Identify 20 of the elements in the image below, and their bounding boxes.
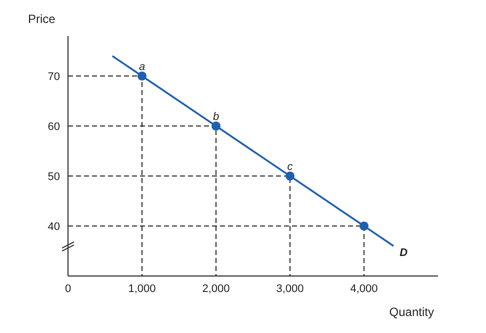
x-tick-label: 2,000	[202, 282, 230, 295]
x-axis-title: Quantity	[389, 305, 434, 319]
x-tick-label: 1,000	[128, 282, 156, 295]
y-tick-label: 50	[48, 170, 60, 183]
point	[285, 171, 295, 181]
annotation: a	[138, 61, 146, 73]
point	[359, 221, 369, 231]
y-axis-title: Price	[28, 12, 56, 26]
x-tick-label: 0	[64, 282, 72, 295]
line-series	[112, 55, 394, 247]
x-tick-label: 3,000	[276, 282, 304, 295]
annotation: b	[212, 111, 220, 123]
annotation: c	[287, 161, 294, 173]
x-tick-label: 4,000	[350, 282, 378, 295]
point	[137, 71, 147, 81]
y-tick-label: 40	[48, 220, 60, 233]
y-tick-label: 70	[48, 70, 60, 83]
point	[211, 121, 221, 131]
y-tick-label: 60	[48, 120, 60, 133]
series-label: D	[400, 247, 408, 259]
